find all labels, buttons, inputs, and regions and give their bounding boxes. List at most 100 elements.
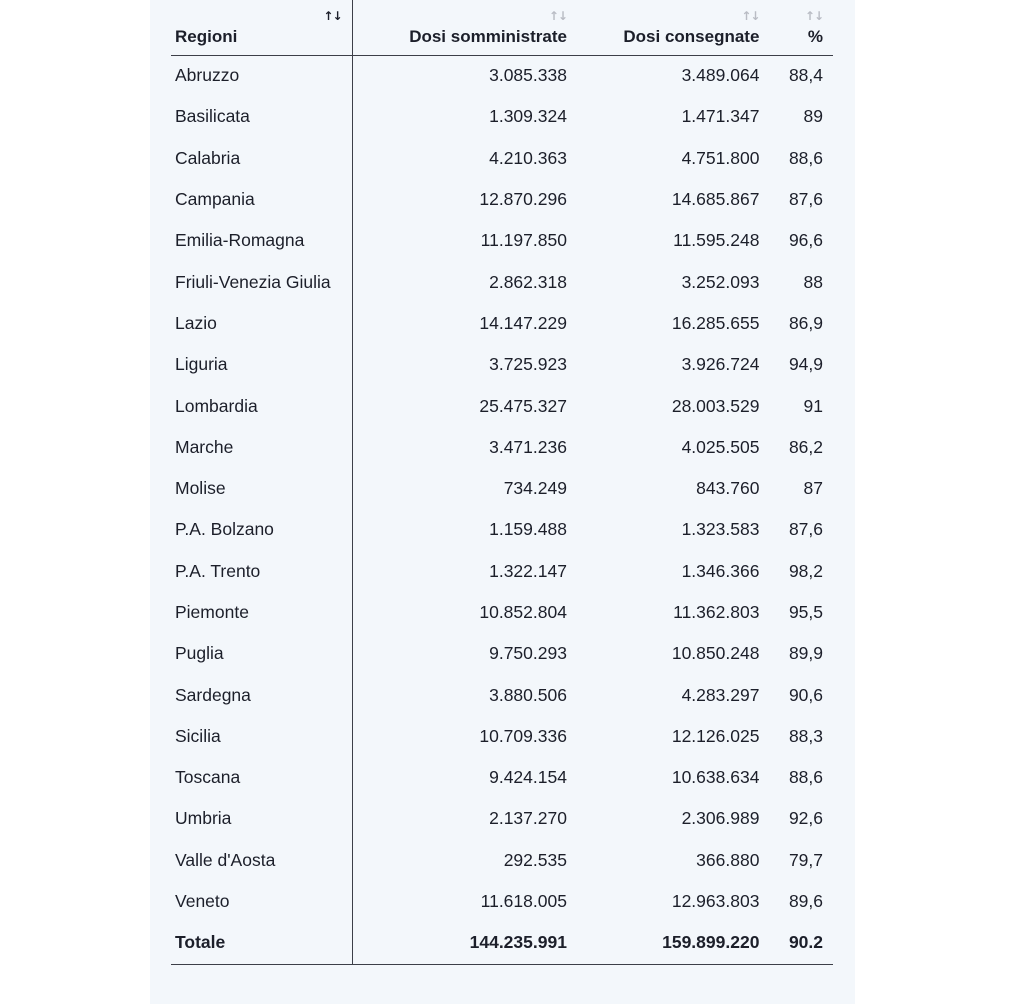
cell-delivered: 1.471.347 bbox=[681, 106, 760, 127]
table-body: Abruzzo 3.085.338 3.489.064 88,4 Basilicata 1… bbox=[171, 55, 833, 923]
column-header-label: % bbox=[807, 26, 823, 46]
table-row: Valle d'Aosta 292.535 366.880 79,7 bbox=[171, 839, 833, 881]
cell-administered: 9.424.154 bbox=[489, 767, 567, 788]
sort-arrows-icon[interactable]: ↑↓ bbox=[548, 9, 568, 23]
cell-region: Friuli-Venezia Giulia bbox=[171, 261, 353, 303]
cell-administered: 11.618.005 bbox=[480, 891, 567, 912]
cell-administered: 4.210.363 bbox=[489, 147, 567, 168]
cell-delivered: 16.285.655 bbox=[671, 312, 760, 333]
sort-arrows-icon[interactable]: ↑↓ bbox=[804, 9, 824, 23]
cell-region: Calabria bbox=[171, 137, 353, 179]
cell-percent: 95,5 bbox=[788, 602, 823, 622]
table-row: Calabria 4.210.363 4.751.800 88,6 bbox=[171, 137, 833, 179]
cell-percent: 88,6 bbox=[788, 147, 823, 168]
total-percent: 90.2 bbox=[759, 922, 833, 965]
column-header-regioni[interactable]: ↑↓ Regioni bbox=[171, 0, 353, 56]
cell-region: Sardegna bbox=[171, 674, 353, 716]
cell-administered: 1.159.488 bbox=[489, 519, 567, 540]
table-row: Lombardia 25.475.327 28.003.529 91 bbox=[171, 385, 833, 427]
cell-administered: 3.085.338 bbox=[489, 65, 567, 86]
cell-percent: 94,9 bbox=[788, 354, 823, 375]
table-header-row: ↑↓ Regioni ↑↓ Dosi somministrate ↑↓ Dosi… bbox=[171, 0, 833, 56]
cell-percent: 87,6 bbox=[788, 519, 823, 540]
cell-percent: 88,4 bbox=[788, 65, 823, 86]
cell-region: Piemonte bbox=[171, 591, 353, 634]
cell-delivered: 4.751.800 bbox=[681, 147, 760, 168]
cell-administered: 11.197.850 bbox=[480, 230, 567, 251]
cell-delivered: 4.025.505 bbox=[681, 436, 760, 457]
cell-administered: 3.471.236 bbox=[489, 436, 567, 457]
total-administered: 144.235.991 bbox=[352, 922, 567, 965]
cell-percent: 88,6 bbox=[788, 767, 823, 788]
table-row: Toscana 9.424.154 10.638.634 88,6 bbox=[171, 757, 833, 799]
cell-percent: 98,2 bbox=[788, 560, 823, 581]
table-row: Campania 12.870.296 14.685.867 87,6 bbox=[171, 178, 833, 221]
cell-percent: 89,6 bbox=[788, 891, 823, 912]
column-header-dosi-consegnate[interactable]: ↑↓ Dosi consegnate bbox=[566, 0, 760, 56]
cell-administered: 10.852.804 bbox=[479, 602, 567, 622]
table-row: Veneto 11.618.005 12.963.803 89,6 bbox=[171, 880, 833, 923]
vaccine-doses-table: ↑↓ Regioni ↑↓ Dosi somministrate ↑↓ Dosi… bbox=[171, 0, 833, 965]
cell-delivered: 11.362.803 bbox=[673, 602, 760, 622]
table-row: Molise 734.249 843.760 87 bbox=[171, 467, 833, 510]
total-label: Totale bbox=[171, 922, 353, 965]
table-row: Umbria 2.137.270 2.306.989 92,6 bbox=[171, 798, 833, 840]
cell-region: P.A. Bolzano bbox=[171, 509, 353, 551]
cell-region: Molise bbox=[171, 467, 353, 510]
cell-administered: 25.475.327 bbox=[479, 395, 567, 416]
cell-region: Lazio bbox=[171, 302, 353, 345]
cell-delivered: 10.638.634 bbox=[671, 767, 760, 788]
table-row: Friuli-Venezia Giulia 2.862.318 3.252.093 8… bbox=[171, 261, 833, 303]
column-header-label: Dosi somministrate bbox=[409, 26, 567, 46]
column-header-label: Regioni bbox=[175, 26, 238, 46]
cell-region: Lombardia bbox=[171, 385, 353, 427]
cell-percent: 89,9 bbox=[788, 643, 823, 664]
cell-percent: 91 bbox=[803, 395, 823, 416]
cell-delivered: 1.346.366 bbox=[681, 560, 760, 581]
cell-delivered: 1.323.583 bbox=[681, 519, 760, 540]
cell-administered: 3.880.506 bbox=[489, 684, 567, 705]
table-row: Sardegna 3.880.506 4.283.297 90,6 bbox=[171, 674, 833, 716]
cell-administered: 3.725.923 bbox=[489, 354, 567, 375]
cell-delivered: 12.126.025 bbox=[671, 725, 760, 746]
cell-region: Toscana bbox=[171, 757, 353, 799]
cell-percent: 96,6 bbox=[788, 230, 823, 251]
cell-region: Puglia bbox=[171, 633, 353, 675]
cell-region: Basilicata bbox=[171, 96, 353, 138]
cell-delivered: 2.306.989 bbox=[681, 808, 760, 829]
table-row: Puglia 9.750.293 10.850.248 89,9 bbox=[171, 633, 833, 675]
cell-region: Emilia-Romagna bbox=[171, 220, 353, 262]
table-row: Liguria 3.725.923 3.926.724 94,9 bbox=[171, 344, 833, 386]
cell-administered: 734.249 bbox=[503, 478, 567, 499]
cell-delivered: 3.926.724 bbox=[681, 354, 760, 375]
cell-delivered: 10.850.248 bbox=[671, 643, 760, 664]
cell-percent: 88 bbox=[803, 271, 823, 292]
cell-percent: 87 bbox=[803, 478, 823, 499]
table-row: Piemonte 10.852.804 11.362.803 95,5 bbox=[171, 591, 833, 634]
cell-administered: 2.137.270 bbox=[489, 808, 567, 829]
cell-delivered: 4.283.297 bbox=[681, 684, 760, 705]
table-row: Basilicata 1.309.324 1.471.347 89 bbox=[171, 96, 833, 138]
cell-delivered: 14.685.867 bbox=[671, 189, 760, 210]
column-header-percent[interactable]: ↑↓ % bbox=[759, 0, 833, 56]
sort-arrows-icon[interactable]: ↑↓ bbox=[741, 9, 760, 23]
cell-administered: 1.309.324 bbox=[489, 106, 567, 127]
cell-administered: 292.535 bbox=[503, 849, 567, 870]
cell-percent: 86,2 bbox=[788, 436, 823, 457]
table-row: P.A. Bolzano 1.159.488 1.323.583 87,6 bbox=[171, 509, 833, 551]
cell-delivered: 11.595.248 bbox=[673, 230, 760, 251]
cell-percent: 86,9 bbox=[788, 312, 823, 333]
table-total-row: Totale 144.235.991 159.899.220 90.2 bbox=[171, 922, 833, 965]
sort-arrows-icon[interactable]: ↑↓ bbox=[323, 9, 342, 23]
cell-percent: 90,6 bbox=[788, 684, 823, 705]
total-delivered: 159.899.220 bbox=[566, 922, 760, 965]
cell-administered: 2.862.318 bbox=[489, 271, 567, 292]
cell-percent: 89 bbox=[803, 106, 823, 127]
cell-delivered: 3.252.093 bbox=[681, 271, 760, 292]
table-row: Lazio 14.147.229 16.285.655 86,9 bbox=[171, 302, 833, 345]
cell-delivered: 366.880 bbox=[696, 849, 760, 870]
column-header-dosi-somministrate[interactable]: ↑↓ Dosi somministrate bbox=[352, 0, 568, 56]
cell-administered: 12.870.296 bbox=[479, 189, 567, 210]
cell-delivered: 12.963.803 bbox=[671, 891, 760, 912]
cell-percent: 79,7 bbox=[788, 849, 823, 870]
